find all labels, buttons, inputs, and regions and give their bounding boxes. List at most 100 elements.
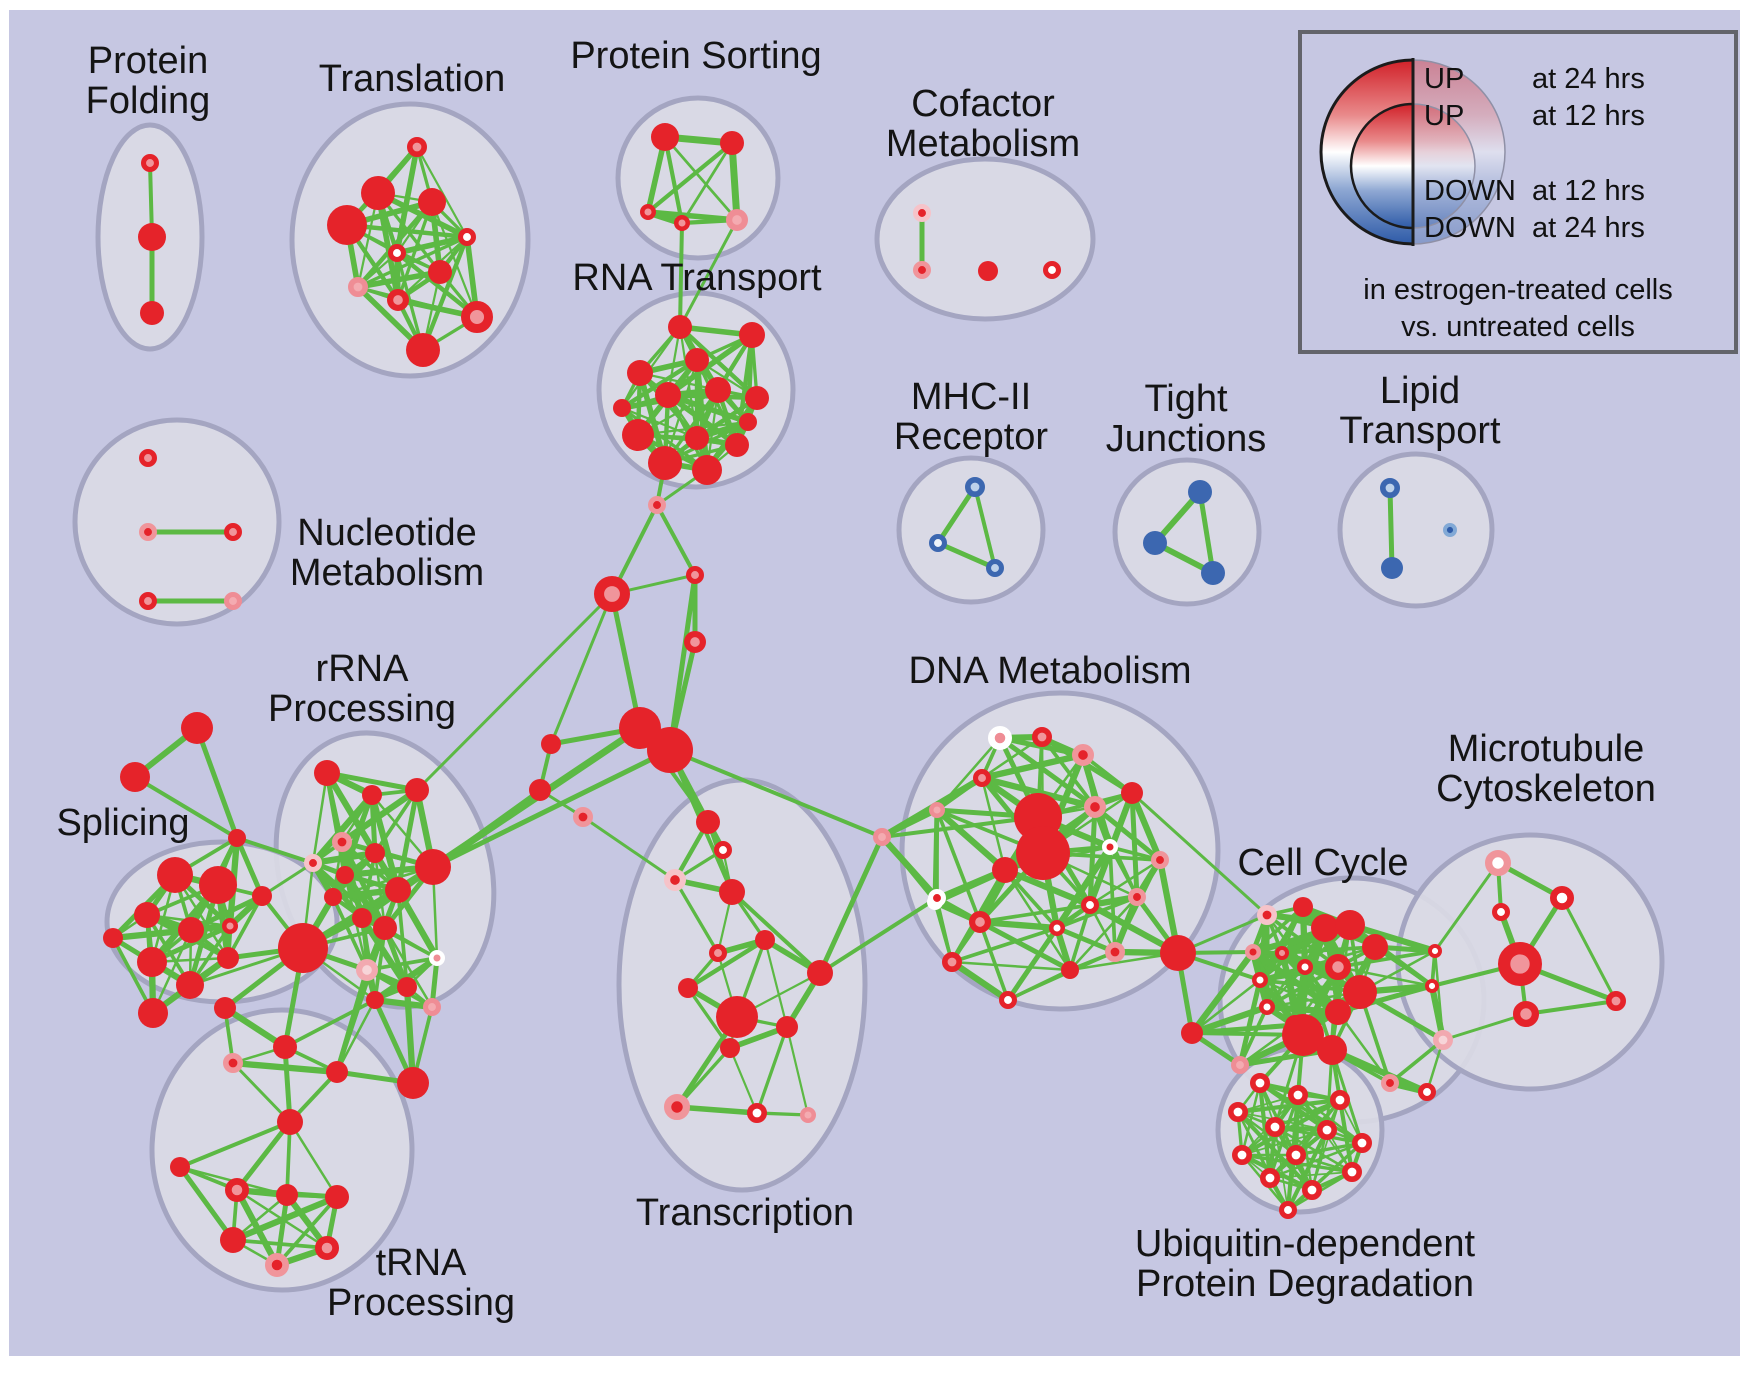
gene-node-cell-cycle-2[interactable] (1293, 897, 1313, 917)
gene-node-transcription-9[interactable] (720, 1038, 740, 1058)
gene-node-connector-10[interactable] (572, 806, 593, 827)
gene-node-cell-cycle-12[interactable] (1251, 971, 1268, 988)
gene-node-dna-metabolism-21[interactable] (928, 889, 947, 908)
gene-node-dna-metabolism-17[interactable] (1061, 961, 1079, 979)
gene-node-rna-transport-0[interactable] (668, 315, 692, 339)
gene-node-transcription-0[interactable] (696, 810, 720, 834)
gene-node-trna-processing-2[interactable] (225, 1177, 250, 1202)
gene-node-cell-cycle-19[interactable] (1433, 1030, 1454, 1051)
gene-node-splicing-8[interactable] (217, 947, 239, 969)
gene-node-dna-metabolism-22[interactable] (999, 991, 1018, 1010)
gene-node-dna-metabolism-1[interactable] (1016, 826, 1070, 880)
gene-node-ubiquitin-degradation-7[interactable] (1232, 1145, 1253, 1166)
gene-node-cell-cycle-17[interactable] (1427, 944, 1442, 959)
gene-node-ubiquitin-degradation-8[interactable] (1286, 1145, 1307, 1166)
gene-node-dna-metabolism-13[interactable] (969, 911, 992, 934)
gene-node-cell-cycle-5[interactable] (1362, 934, 1388, 960)
gene-node-transcription-13[interactable] (807, 960, 833, 986)
gene-node-ubiquitin-degradation-11[interactable] (1342, 1162, 1363, 1183)
gene-node-rna-transport-2[interactable] (685, 348, 709, 372)
gene-node-splicing-0[interactable] (157, 857, 193, 893)
gene-node-microtubule-cytoskeleton-3[interactable] (1498, 941, 1543, 986)
gene-node-translation-10[interactable] (406, 333, 440, 367)
gene-node-rrna-processing-7[interactable] (415, 849, 451, 885)
gene-node-trna-processing-7[interactable] (264, 1252, 289, 1277)
gene-node-translation-6[interactable] (428, 260, 452, 284)
gene-node-cell-cycle-9[interactable] (1244, 943, 1261, 960)
gene-node-translation-0[interactable] (406, 137, 427, 158)
gene-node-rrna-processing-0[interactable] (314, 760, 340, 786)
gene-node-cell-cycle-18[interactable] (1424, 979, 1439, 994)
gene-node-nucleotide-metabolism-2[interactable] (224, 523, 243, 542)
gene-node-rna-transport-9[interactable] (725, 433, 749, 457)
gene-node-rrna-processing-20[interactable] (326, 1061, 348, 1083)
gene-node-cell-cycle-1[interactable] (1257, 904, 1278, 925)
gene-node-dna-metabolism-19[interactable] (1160, 935, 1196, 971)
gene-node-lipid-transport-2[interactable] (1442, 523, 1457, 538)
gene-node-translation-5[interactable] (387, 244, 406, 263)
gene-node-cell-cycle-15[interactable] (1282, 1014, 1324, 1056)
gene-node-rrna-processing-5[interactable] (365, 843, 385, 863)
gene-node-splicing-7[interactable] (252, 886, 272, 906)
gene-node-ubiquitin-degradation-9[interactable] (1260, 1168, 1281, 1189)
gene-node-cell-cycle-13[interactable] (1258, 998, 1275, 1015)
gene-node-protein-sorting-4[interactable] (726, 209, 749, 232)
gene-node-rna-transport-1[interactable] (739, 322, 765, 348)
gene-node-translation-9[interactable] (461, 301, 494, 334)
gene-node-rna-transport-5[interactable] (705, 377, 731, 403)
gene-node-cell-cycle-21[interactable] (1418, 1083, 1437, 1102)
gene-node-splicing-3[interactable] (178, 917, 204, 943)
gene-node-connector-5[interactable] (684, 631, 707, 654)
gene-node-rrna-processing-13[interactable] (428, 949, 445, 966)
gene-node-translation-4[interactable] (457, 228, 476, 247)
gene-node-splicing-2[interactable] (134, 902, 160, 928)
gene-node-protein-sorting-0[interactable] (651, 123, 679, 151)
gene-node-connector-1[interactable] (120, 762, 150, 792)
gene-node-ubiquitin-degradation-2[interactable] (1330, 1090, 1351, 1111)
gene-node-splicing-6[interactable] (222, 917, 239, 934)
gene-node-lipid-transport-1[interactable] (1381, 557, 1403, 579)
gene-node-trna-processing-0[interactable] (277, 1109, 303, 1135)
gene-node-dna-metabolism-18[interactable] (1105, 941, 1126, 962)
gene-node-cofactor-metabolism-0[interactable] (913, 204, 932, 223)
gene-node-protein-sorting-1[interactable] (720, 131, 744, 155)
gene-node-dna-metabolism-7[interactable] (1121, 782, 1143, 804)
gene-node-rrna-processing-1[interactable] (362, 785, 382, 805)
gene-node-dna-metabolism-11[interactable] (992, 857, 1018, 883)
gene-node-connector-3[interactable] (686, 566, 705, 585)
gene-node-transcription-4[interactable] (755, 930, 775, 950)
gene-node-tight-junctions-2[interactable] (1201, 561, 1225, 585)
gene-node-nucleotide-metabolism-1[interactable] (139, 523, 158, 542)
gene-node-splicing-5[interactable] (176, 971, 204, 999)
gene-node-rna-transport-11[interactable] (692, 455, 722, 485)
gene-node-cofactor-metabolism-2[interactable] (978, 261, 998, 281)
gene-node-rrna-processing-3[interactable] (331, 831, 352, 852)
gene-node-ubiquitin-degradation-10[interactable] (1302, 1180, 1323, 1201)
gene-node-tight-junctions-0[interactable] (1188, 480, 1212, 504)
gene-node-rna-transport-10[interactable] (648, 446, 682, 480)
gene-node-dna-metabolism-2[interactable] (987, 725, 1012, 750)
gene-node-microtubule-cytoskeleton-4[interactable] (1513, 1001, 1540, 1028)
gene-node-rrna-processing-10[interactable] (352, 908, 372, 928)
gene-node-rrna-processing-17[interactable] (422, 998, 441, 1017)
gene-node-splicing-9[interactable] (138, 998, 168, 1028)
gene-node-ubiquitin-degradation-0[interactable] (1250, 1073, 1271, 1094)
gene-node-rrna-processing-11[interactable] (373, 916, 397, 940)
gene-node-translation-7[interactable] (347, 276, 368, 297)
gene-node-transcription-6[interactable] (678, 978, 698, 998)
gene-node-ubiquitin-degradation-1[interactable] (1288, 1085, 1309, 1106)
gene-node-cell-cycle-22[interactable] (1231, 1056, 1250, 1075)
gene-node-cofactor-metabolism-3[interactable] (1043, 260, 1062, 279)
gene-node-transcription-12[interactable] (799, 1106, 816, 1123)
gene-node-splicing-11[interactable] (228, 829, 246, 847)
gene-node-connector-0[interactable] (181, 712, 213, 744)
gene-node-protein-folding-1[interactable] (138, 223, 166, 251)
gene-node-ubiquitin-degradation-4[interactable] (1265, 1117, 1286, 1138)
gene-node-splicing-1[interactable] (199, 866, 237, 904)
gene-node-rna-transport-3[interactable] (627, 360, 653, 386)
gene-node-cell-cycle-8[interactable] (1325, 999, 1351, 1025)
gene-node-dna-metabolism-23[interactable] (941, 951, 962, 972)
gene-node-cell-cycle-7[interactable] (1343, 975, 1377, 1009)
gene-node-rrna-processing-19[interactable] (273, 1035, 297, 1059)
gene-node-microtubule-cytoskeleton-5[interactable] (1606, 990, 1627, 1011)
